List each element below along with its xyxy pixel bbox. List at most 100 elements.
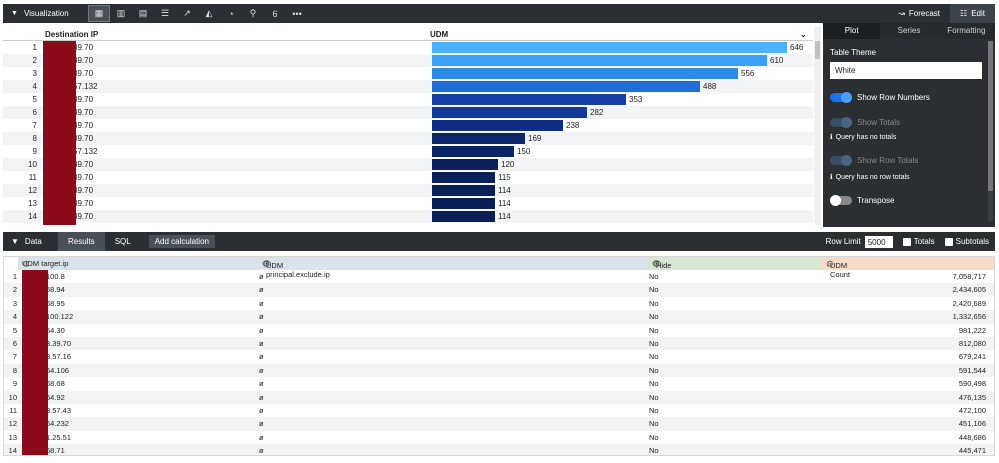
edit-button[interactable]: ☷ Edit bbox=[950, 4, 995, 23]
udm-bar-value: 150 bbox=[517, 147, 531, 156]
table-chart-icon[interactable]: ▤ bbox=[138, 8, 148, 18]
list-icon[interactable]: ☰ bbox=[160, 8, 170, 18]
row-number: 9 bbox=[12, 379, 17, 389]
row-number: 13 bbox=[28, 199, 37, 208]
subtotals-checkbox[interactable]: Subtotals bbox=[944, 237, 989, 246]
redaction-block bbox=[43, 41, 76, 225]
row-number: 11 bbox=[28, 173, 37, 182]
udm-bar bbox=[432, 94, 626, 105]
tab-sql[interactable]: SQL bbox=[114, 237, 131, 246]
more-icon[interactable]: ••• bbox=[292, 8, 302, 19]
data-toggle[interactable]: ▼ Data bbox=[3, 237, 58, 246]
show-row-numbers-toggle[interactable]: Show Row Numbers bbox=[830, 92, 988, 103]
target-ip-cell[interactable]: 68.94 bbox=[46, 285, 65, 295]
target-ip-cell[interactable]: 68.68 bbox=[46, 379, 65, 389]
udm-bar-value: 169 bbox=[528, 134, 542, 143]
udm-bar bbox=[432, 185, 495, 196]
viz-scrollbar[interactable] bbox=[814, 27, 821, 225]
table-row: 3 39.70 556 bbox=[3, 67, 813, 80]
hide-cell: No bbox=[649, 365, 659, 375]
single-value-icon[interactable]: 6 bbox=[272, 8, 278, 19]
bar-chart-icon[interactable]: ▥ bbox=[116, 8, 126, 18]
header-count-label: UDM Count ↓ bbox=[826, 259, 851, 279]
target-ip-cell[interactable]: 64.106 bbox=[46, 365, 69, 375]
header-hide[interactable]: Hide 👁 ⚙ bbox=[648, 257, 822, 270]
col-destination-ip[interactable]: Destination IP bbox=[45, 30, 99, 39]
udm-bar-value: 114 bbox=[498, 186, 511, 195]
target-ip-cell[interactable]: 3.57.16 bbox=[46, 352, 72, 362]
show-row-totals-toggle[interactable]: Show Row Totals bbox=[830, 155, 988, 166]
header-principal-exclude-ip[interactable]: UDM principal.exclude.ip 👁 ⚙ bbox=[258, 257, 648, 279]
forecast-button[interactable]: ↝ Forecast bbox=[888, 9, 950, 18]
udm-count-cell: 2,420,689 bbox=[952, 298, 986, 308]
visualization-toggle[interactable]: ▼ Visualization bbox=[3, 9, 88, 18]
target-ip-cell[interactable]: 68.71 bbox=[46, 446, 65, 456]
destination-ip-cell: 39.70 bbox=[73, 212, 94, 221]
table-row: 1 100.8 ø No 7,058,717 bbox=[4, 270, 994, 283]
row-number: 7 bbox=[32, 121, 37, 130]
target-ip-cell[interactable]: 1.25.51 bbox=[46, 432, 72, 442]
caret-down-icon: ▼ bbox=[11, 237, 19, 246]
hide-cell: No bbox=[649, 272, 659, 281]
results-table: UDM target.ip ⚙ UDM principal.exclude.ip… bbox=[3, 256, 995, 456]
show-totals-label: Show Totals bbox=[857, 118, 900, 127]
principal-exclude-ip-cell: ø bbox=[259, 406, 264, 415]
table-row: 2 39.70 610 bbox=[3, 54, 813, 67]
forecast-icon: ↝ bbox=[898, 9, 905, 18]
totals-checkbox[interactable]: Totals bbox=[902, 237, 935, 246]
pie-icon[interactable]: ◔ bbox=[228, 8, 234, 19]
hide-cell: No bbox=[649, 325, 659, 335]
line-chart-icon[interactable]: ↗ bbox=[183, 8, 191, 18]
udm-count-cell: 812,080 bbox=[958, 339, 986, 348]
udm-bar bbox=[432, 120, 563, 131]
chevron-down-icon[interactable]: ⌄ bbox=[800, 30, 807, 39]
udm-count-cell: 476,135 bbox=[958, 392, 986, 402]
target-ip-cell[interactable]: 68.95 bbox=[46, 298, 65, 308]
show-totals-toggle[interactable]: Show Totals bbox=[830, 117, 988, 128]
area-chart-icon[interactable]: ◭ bbox=[205, 8, 213, 18]
tab-series[interactable]: Series bbox=[897, 26, 921, 35]
target-ip-cell[interactable]: 64.30 bbox=[46, 325, 65, 335]
gear-icon[interactable]: ⚙ bbox=[22, 259, 31, 269]
udm-bar bbox=[432, 172, 495, 183]
hide-cell: No bbox=[649, 339, 659, 348]
target-ip-cell[interactable]: 3.39.70 bbox=[46, 339, 72, 348]
transpose-toggle[interactable]: Transpose bbox=[830, 195, 988, 206]
no-totals-note: ℹ Query has no totals bbox=[830, 133, 988, 142]
table-icon[interactable]: ▦ bbox=[88, 5, 110, 22]
col-udm[interactable]: UDM bbox=[430, 30, 449, 39]
edit-label: Edit bbox=[971, 9, 985, 18]
udm-bar-value: 353 bbox=[629, 95, 643, 104]
tab-plot[interactable]: Plot bbox=[823, 23, 881, 39]
target-ip-cell[interactable]: 64.92 bbox=[46, 392, 65, 402]
row-limit-input[interactable]: 5000 bbox=[864, 235, 893, 248]
panel-scrollbar[interactable] bbox=[988, 41, 993, 221]
target-ip-cell[interactable]: 100.122 bbox=[46, 312, 74, 322]
principal-exclude-ip-cell: ø bbox=[259, 392, 264, 402]
udm-bar-value: 114 bbox=[498, 199, 511, 208]
principal-exclude-ip-cell: ø bbox=[259, 419, 264, 429]
table-theme-select[interactable]: White bbox=[830, 62, 982, 79]
principal-exclude-ip-cell: ø bbox=[259, 446, 264, 456]
target-ip-cell[interactable]: 100.8 bbox=[46, 272, 65, 281]
row-number: 12 bbox=[28, 186, 37, 195]
show-row-numbers-label: Show Row Numbers bbox=[857, 93, 930, 102]
map-pin-icon[interactable]: ⚲ bbox=[249, 8, 257, 18]
tab-formatting[interactable]: Formatting bbox=[947, 26, 986, 35]
gear-icon[interactable]: ⚙ bbox=[262, 259, 271, 269]
target-ip-cell[interactable]: 64.232 bbox=[46, 419, 69, 429]
udm-bar bbox=[432, 107, 587, 118]
principal-exclude-ip-cell: ø bbox=[259, 285, 264, 295]
gear-icon[interactable]: ⚙ bbox=[826, 259, 835, 269]
header-udm-count[interactable]: UDM Count ↓ ⚙ bbox=[822, 257, 994, 279]
header-target-ip[interactable]: UDM target.ip ⚙ bbox=[18, 257, 258, 270]
gear-icon[interactable]: ⚙ bbox=[652, 259, 661, 269]
destination-ip-cell: 39.70 bbox=[73, 56, 94, 65]
row-number: 8 bbox=[12, 365, 17, 375]
add-calculation-button[interactable]: Add calculation bbox=[148, 235, 215, 248]
table-row: 10 64.92 ø No 476,135 bbox=[4, 390, 994, 404]
destination-ip-cell: 39.70 bbox=[73, 121, 94, 130]
tab-results[interactable]: Results bbox=[58, 232, 105, 251]
principal-exclude-ip-cell: ø bbox=[259, 312, 264, 322]
target-ip-cell[interactable]: 3.57.43 bbox=[46, 406, 72, 415]
